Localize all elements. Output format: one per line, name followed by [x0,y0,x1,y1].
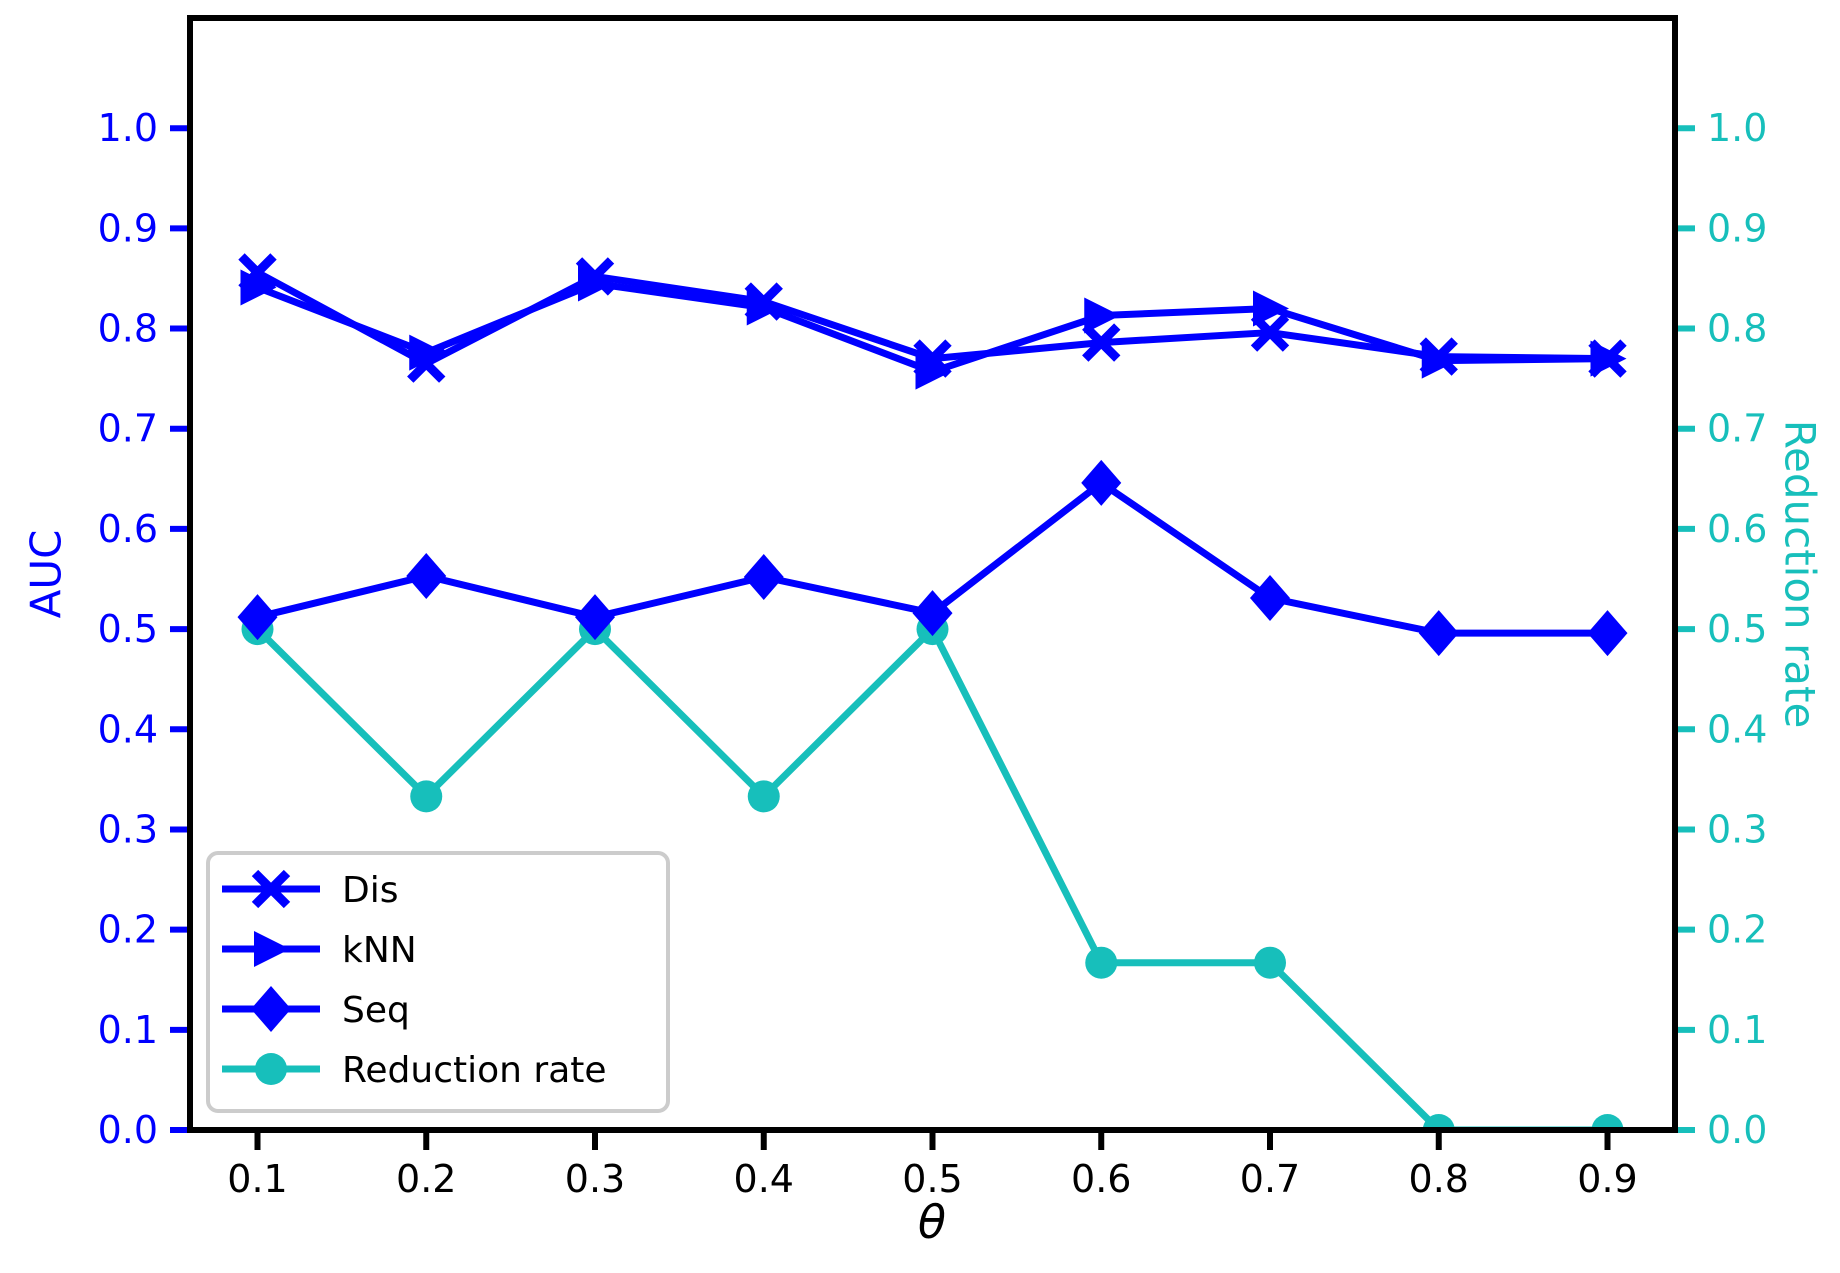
legend-label-dis: Dis [342,870,398,911]
series-marker-seq [237,594,278,641]
x-tick-label: 0.9 [1577,1157,1637,1201]
legend-marker-dis [251,869,291,909]
series-marker-knn [1253,290,1289,327]
legend-label-seq: Seq [342,990,410,1031]
series-layer [237,253,1628,1130]
left-tick-label: 1.0 [98,106,158,150]
right-tick-label: 0.7 [1707,407,1767,451]
left-tick-label: 0.3 [98,807,158,851]
right-axis-title: Reduction rate [1775,419,1825,729]
right-tick-label: 1.0 [1707,106,1767,150]
left-tick-label: 0.8 [98,307,158,351]
series-marker-seq [1250,575,1290,622]
series-marker-seq [575,594,615,641]
series-marker-knn [1084,297,1121,334]
legend-box [206,851,670,1113]
right-tick-label: 0.3 [1707,807,1767,851]
legend-marker-seq [251,986,291,1032]
series-marker-seq [1418,610,1459,657]
series-marker-seq [1081,459,1122,506]
legend-marker-reduction-rate [255,1053,287,1085]
right-tick-label: 0.1 [1707,1008,1767,1052]
series-marker-reduction-rate [410,780,443,813]
right-tick-label: 0.2 [1707,908,1767,952]
series-marker-reduction-rate [747,780,780,813]
x-tick-label: 0.1 [227,1157,287,1201]
x-tick-label: 0.7 [1240,1157,1300,1201]
series-marker-dis [1082,323,1121,362]
x-tick-label: 0.6 [1071,1157,1131,1201]
series-marker-knn [915,353,952,390]
legend-label-reduction-rate: Reduction rate [342,1050,607,1091]
series-marker-seq [1587,610,1628,657]
series-marker-seq [406,553,447,600]
right-tick-label: 0.0 [1707,1108,1767,1152]
right-tick-label: 0.5 [1707,607,1767,651]
left-tick-label: 0.7 [98,407,158,451]
series-marker-knn [746,289,783,326]
right-tick-label: 0.4 [1707,707,1767,751]
series-marker-reduction-rate [1422,1114,1455,1130]
series-marker-reduction-rate [1085,946,1118,979]
x-tick-label: 0.4 [734,1157,794,1201]
series-marker-reduction-rate [1591,1114,1624,1130]
x-tick-label: 0.3 [565,1157,625,1201]
left-tick-label: 0.1 [98,1008,158,1052]
series-marker-knn [409,334,446,371]
right-tick-label: 0.9 [1707,206,1767,250]
left-tick-label: 0.4 [98,707,158,751]
x-tick-label: 0.5 [902,1157,962,1201]
x-tick-label: 0.2 [396,1157,456,1201]
series-marker-seq [743,554,784,601]
series-marker-knn [1421,342,1458,379]
plot-border [187,15,1678,1133]
left-tick-label: 0.5 [98,607,158,651]
left-tick-label: 0.9 [98,206,158,250]
left-axis-title: AUC [21,529,71,619]
series-marker-knn [240,269,277,306]
right-tick-label: 0.6 [1707,507,1767,551]
right-tick-label: 0.8 [1707,307,1767,351]
legend-label-knn: kNN [342,930,417,971]
series-marker-knn [1590,340,1627,377]
series-marker-reduction-rate [1254,946,1286,979]
legend-marker-knn [254,931,290,967]
series-marker-seq [912,590,953,637]
left-tick-label: 0.2 [98,908,158,952]
left-tick-label: 0.0 [98,1108,158,1152]
x-axis-title: θ [917,1195,947,1249]
series-marker-knn [578,265,614,302]
x-tick-label: 0.8 [1409,1157,1469,1201]
left-tick-label: 0.6 [98,507,158,551]
